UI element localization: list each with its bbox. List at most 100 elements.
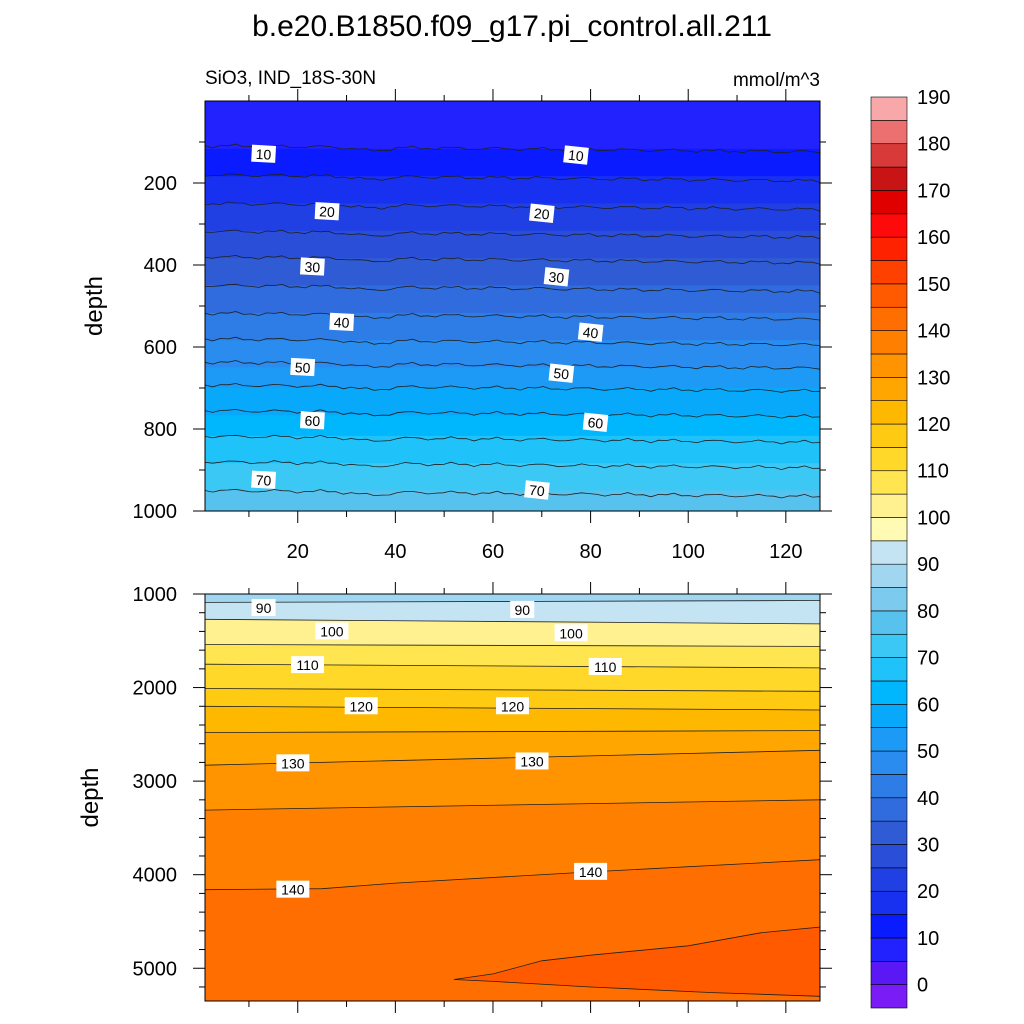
lower-contour-line [204, 618, 821, 625]
contour-label-text: 10 [255, 146, 272, 163]
contour-label-box [299, 257, 325, 276]
lower-y-tick-label: 5000 [133, 958, 178, 980]
lower-contour-label-box [315, 622, 349, 640]
colorbar-box [870, 984, 908, 1009]
lower-frame [204, 593, 821, 1002]
colorbar-label: 50 [917, 741, 939, 763]
upper-y-tick-label: 800 [144, 419, 177, 441]
upper-x-tick-label: 120 [769, 541, 802, 563]
upper-fill-band [205, 470, 820, 478]
upper-fill-band [205, 388, 820, 396]
upper-contour-label: 30 [543, 267, 570, 287]
upper-fill-band [205, 210, 820, 218]
upper-fill-band [205, 360, 820, 369]
lower-y-tick-label: 2000 [133, 678, 178, 700]
lower-contour-label-box [496, 697, 529, 715]
lower-contour-region-145 [453, 926, 821, 997]
colorbar-label: 100 [917, 507, 950, 529]
colorbar-label: 0 [917, 975, 928, 997]
lower-y-axis-label: depth [77, 767, 104, 827]
colorbar-box [870, 120, 908, 145]
upper-contour-line [204, 336, 821, 347]
contour-label-text: 70 [528, 482, 545, 500]
lower-contour-label: 130 [520, 753, 544, 769]
colorbar-box [870, 143, 908, 168]
upper-y-tick-label: 200 [144, 173, 177, 195]
upper-fill-band [205, 456, 820, 464]
colorbar-box [870, 610, 908, 635]
colorbar-box [870, 704, 908, 728]
upper-fill-band [205, 326, 820, 334]
lower-contour-line [204, 799, 821, 811]
upper-fill-band [205, 347, 820, 355]
lower-contour-line [204, 730, 821, 733]
colorbar-label: 160 [917, 227, 950, 249]
upper-contour-line [204, 173, 821, 184]
upper-y-tick-label: 1000 [133, 501, 178, 523]
contour-label-text: 60 [587, 414, 604, 432]
subtitle-right: mmol/m^3 [733, 70, 820, 91]
lower-contour-label: 100 [320, 623, 344, 639]
upper-contour-line [204, 488, 821, 499]
upper-fill-band [205, 381, 820, 389]
lower-contour-label: 120 [350, 698, 374, 714]
colorbar-box [870, 960, 908, 985]
upper-fill-band [205, 442, 820, 451]
colorbar-box [870, 657, 908, 682]
contour-label-box [543, 267, 570, 287]
contour-label-text: 30 [304, 259, 321, 276]
colorbar-box [870, 914, 908, 939]
colorbar-label: 60 [917, 694, 939, 716]
upper-x-tick-label: 40 [384, 541, 406, 563]
colorbar-box [870, 166, 908, 191]
upper-y-tick-label: 400 [144, 255, 177, 277]
contour-label-text: 50 [553, 365, 570, 383]
lower-y-tick-label: 1000 [133, 584, 178, 606]
lower-y-tick-label: 3000 [133, 771, 178, 793]
upper-contour-label: 60 [299, 411, 325, 430]
lower-contour-label-box [291, 656, 324, 674]
upper-fill-band [205, 237, 820, 246]
lower-contour-label-box [276, 754, 310, 772]
upper-fill-band [205, 271, 820, 280]
contour-label-text: 20 [533, 205, 550, 223]
lower-contour-label-box [515, 752, 549, 770]
contour-label-box [563, 145, 589, 165]
colorbar-box [870, 820, 908, 845]
colorbar-label: 180 [917, 134, 950, 156]
upper-fill-band [205, 278, 820, 287]
upper-contour-line [204, 201, 821, 212]
colorbar-box [870, 447, 908, 472]
lower-contour-label-box [510, 600, 535, 618]
upper-fill-band [205, 285, 820, 293]
lower-fill-band [205, 799, 820, 890]
lower-contour-label: 140 [281, 882, 305, 898]
contour-label-text: 70 [255, 472, 272, 489]
lower-contour-label-box [554, 624, 588, 642]
upper-fill-band [205, 490, 820, 498]
lower-contour-label: 90 [256, 600, 272, 616]
contour-label-box [582, 412, 609, 433]
upper-contour-label: 10 [563, 145, 589, 165]
colorbar-box [870, 306, 908, 331]
upper-fill-band [205, 128, 820, 136]
upper-x-tick-label: 60 [482, 541, 504, 563]
upper-contour-line [204, 143, 821, 154]
contour-label-box [548, 363, 575, 383]
upper-y-tick-label: 600 [144, 337, 177, 359]
contour-label-text: 20 [319, 203, 336, 220]
upper-fill-band [205, 196, 820, 205]
colorbar-label: 150 [917, 274, 950, 296]
colorbar-box [870, 540, 908, 565]
upper-x-tick-label: 100 [672, 541, 705, 563]
upper-fill-band [205, 217, 820, 225]
lower-contour-label: 110 [296, 657, 319, 673]
upper-fill-band [205, 415, 820, 423]
colorbar-label: 190 [917, 87, 950, 109]
colorbar-box [870, 774, 908, 799]
upper-fill-band [205, 114, 820, 123]
lower-contour-label: 130 [281, 755, 305, 771]
lower-contour-label: 90 [514, 602, 530, 618]
lower-y-tick-label: 4000 [133, 865, 178, 887]
